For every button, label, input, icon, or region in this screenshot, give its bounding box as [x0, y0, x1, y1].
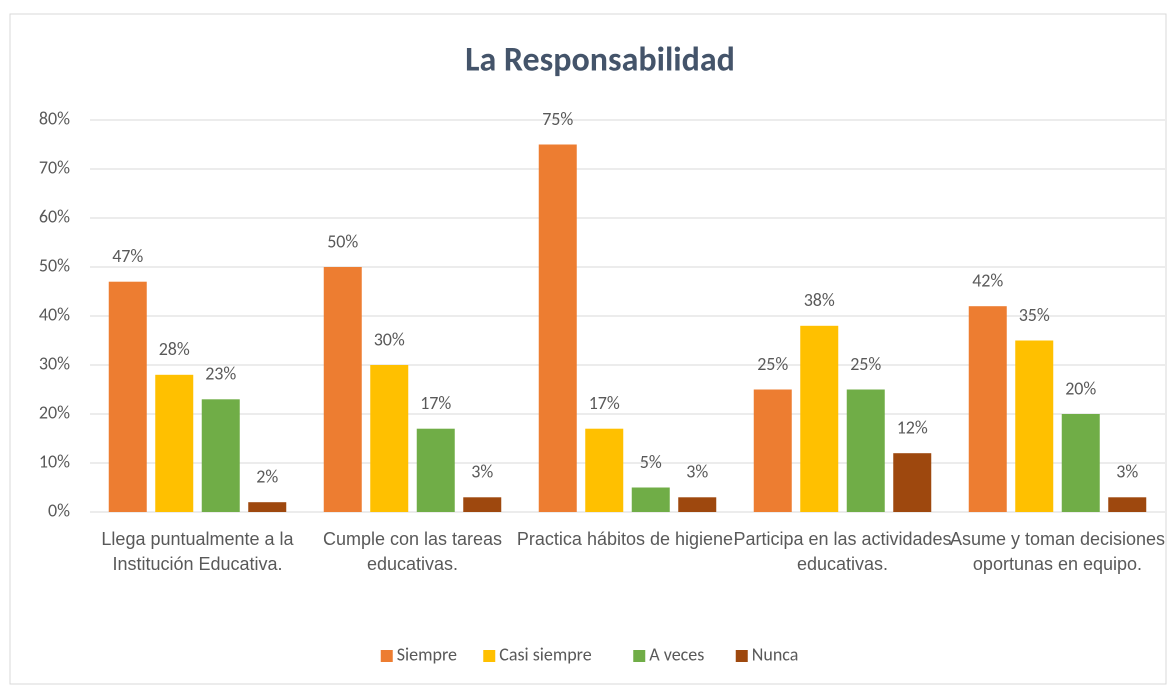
y-tick-label: 70%: [39, 156, 70, 178]
bar: [370, 365, 409, 512]
x-tick-label: Participa en las actividades educativas.: [733, 529, 952, 574]
x-tick-label: Cumple con las tareas educativas.: [322, 529, 503, 574]
x-tick-label-box: Llega puntualmente a la Institución Educ…: [101, 529, 294, 574]
legend-label: Nunca: [752, 643, 799, 665]
bar: [585, 428, 624, 512]
data-label: 38%: [804, 289, 835, 311]
data-label: 25%: [757, 353, 788, 375]
data-label: 47%: [112, 245, 143, 267]
bar: [155, 374, 194, 512]
data-label: 3%: [471, 461, 493, 483]
bar: [968, 306, 1007, 512]
bar: [753, 389, 792, 512]
bar: [893, 453, 932, 512]
data-label: 17%: [589, 392, 620, 414]
y-tick-label: 40%: [39, 303, 70, 325]
data-label: 2%: [256, 465, 278, 487]
data-label: 3%: [686, 461, 708, 483]
legend-label: Casi siempre: [499, 643, 591, 665]
x-tick-label: Asume y toman decisiones oportunas en eq…: [949, 529, 1166, 574]
data-label: 42%: [972, 269, 1003, 291]
legend-swatch: [483, 650, 496, 662]
legend-swatch: [735, 650, 748, 662]
data-label: 25%: [850, 353, 881, 375]
x-tick-label-box: Cumple con las tareas educativas.: [322, 529, 503, 574]
bar: [323, 267, 362, 512]
data-label: 30%: [374, 328, 405, 350]
y-tick-label: 50%: [39, 254, 70, 276]
data-label: 3%: [1116, 461, 1138, 483]
bar: [846, 389, 885, 512]
data-label: 35%: [1019, 304, 1050, 326]
y-tick-label: 0%: [48, 499, 70, 521]
data-label: 28%: [159, 338, 190, 360]
x-tick-label: Practica hábitos de higiene.: [516, 529, 739, 549]
bar: [1108, 497, 1147, 512]
bar: [108, 281, 147, 512]
data-label: 20%: [1065, 377, 1096, 399]
data-label: 50%: [327, 230, 358, 252]
y-tick-label: 20%: [39, 401, 70, 423]
bar: [1061, 414, 1100, 512]
bar: [678, 497, 717, 512]
legend-label: A veces: [649, 643, 704, 665]
x-tick-label-box: Participa en las actividades educativas.: [733, 529, 952, 574]
y-tick-label: 30%: [39, 352, 70, 374]
y-tick-label: 60%: [39, 205, 70, 227]
legend-label: Siempre: [397, 643, 457, 665]
data-label: 23%: [205, 363, 236, 385]
x-tick-label-box: Asume y toman decisiones oportunas en eq…: [949, 529, 1166, 574]
chart-title: La Responsabilidad: [465, 39, 735, 80]
data-label: 5%: [640, 451, 662, 473]
bar: [1015, 340, 1054, 512]
bar: [248, 502, 287, 512]
bar: [416, 428, 455, 512]
y-tick-label: 10%: [39, 450, 70, 472]
bar: [538, 144, 577, 512]
data-label: 75%: [542, 108, 573, 130]
x-tick-label: Llega puntualmente a la Institución Educ…: [101, 529, 294, 574]
bar: [631, 487, 670, 512]
bar: [800, 325, 839, 512]
y-tick-label: 80%: [39, 107, 70, 129]
legend-swatch: [380, 650, 393, 662]
data-label: 12%: [897, 416, 928, 438]
x-tick-label-box: Practica hábitos de higiene.: [516, 529, 739, 549]
bar: [201, 399, 240, 512]
data-label: 17%: [420, 392, 451, 414]
legend-swatch: [633, 650, 646, 662]
bar: [463, 497, 502, 512]
